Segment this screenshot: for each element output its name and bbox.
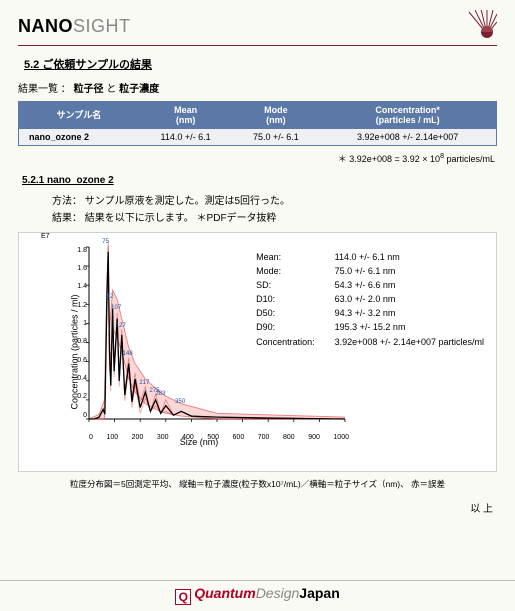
- stat-row: D10:63.0 +/- 2.0 nm: [256, 293, 484, 305]
- th-sample: サンプル名: [19, 102, 139, 129]
- summary-line: 結果一覧 ： 粒子径 と 粒子濃度: [18, 80, 497, 95]
- footer-brand: QQuantumDesignJapan: [175, 585, 340, 601]
- stat-key: D90:: [256, 321, 333, 333]
- x-tick: 100: [106, 434, 118, 441]
- stat-row: D90:195.3 +/- 15.2 nm: [256, 321, 484, 333]
- th-mode: Mode(nm): [232, 102, 319, 129]
- stat-row: Mean:114.0 +/- 6.1 nm: [256, 251, 484, 263]
- table-row: nano_ozone 2 114.0 +/- 6.1 75.0 +/- 6.1 …: [19, 129, 497, 146]
- x-tick: 0: [89, 434, 93, 441]
- cell-sample: nano_ozone 2: [19, 129, 139, 146]
- brand-logo: NANOSIGHT: [18, 16, 131, 37]
- cell-mode: 75.0 +/- 6.1: [232, 129, 319, 146]
- method-line: 方法： サンプル原液を測定した。測定は5回行った。: [52, 192, 497, 207]
- y-tick: 1.8: [73, 247, 87, 254]
- y-tick: 0.6: [73, 357, 87, 364]
- x-tick: 900: [308, 434, 320, 441]
- summary-prefix: 結果一覧 ：: [18, 84, 74, 95]
- section-title: 5.2 ご依頼サンプルの結果: [24, 56, 497, 72]
- x-tick: 300: [157, 434, 169, 441]
- x-tick: 200: [132, 434, 144, 441]
- y-tick: 0.8: [73, 338, 87, 345]
- subsection-title: 5.2.1 nano_ozone 2: [22, 175, 497, 186]
- stat-key: Mode:: [256, 265, 333, 277]
- th-mean: Mean(nm): [139, 102, 233, 129]
- sunburst-icon: [463, 10, 497, 43]
- stats-block: Mean:114.0 +/- 6.1 nmMode:75.0 +/- 6.1 n…: [254, 249, 486, 350]
- summary-mid: と: [104, 84, 120, 95]
- y-tick: 1.2: [73, 302, 87, 309]
- stat-key: Concentration:: [256, 336, 333, 348]
- stat-key: Mean:: [256, 251, 333, 263]
- stat-key: SD:: [256, 279, 333, 291]
- summary-b1: 粒子径: [74, 84, 104, 95]
- stat-val: 114.0 +/- 6.1 nm: [335, 251, 484, 263]
- y-tick: 1: [73, 320, 87, 327]
- y-tick: 1.4: [73, 283, 87, 290]
- stat-key: D10:: [256, 293, 333, 305]
- y-tick: 1.6: [73, 265, 87, 272]
- header: NANOSIGHT: [18, 10, 497, 46]
- stat-key: D50:: [256, 307, 333, 319]
- y-tick: 0.4: [73, 375, 87, 382]
- summary-b2: 粒子濃度: [119, 84, 159, 95]
- brand-part2: SIGHT: [73, 16, 131, 36]
- stat-val: 63.0 +/- 2.0 nm: [335, 293, 484, 305]
- stat-row: Concentration:3.92e+008 +/- 2.14e+007 pa…: [256, 336, 484, 348]
- th-conc: Concentration*(particles / mL): [319, 102, 496, 129]
- stat-val: 3.92e+008 +/- 2.14e+007 particles/ml: [335, 336, 484, 348]
- footer: QQuantumDesignJapan: [0, 580, 515, 611]
- stat-val: 54.3 +/- 6.6 nm: [335, 279, 484, 291]
- closing-text: 以 上: [18, 500, 493, 515]
- chart-caption: 粒度分布図＝5回測定平均、 縦軸＝粒子濃度(粒子数x10⁷/mL)／横軸＝粒子サ…: [18, 478, 497, 490]
- q-logo-icon: Q: [175, 589, 191, 605]
- results-table: サンプル名 Mean(nm) Mode(nm) Concentration*(p…: [18, 101, 497, 146]
- stat-val: 195.3 +/- 15.2 nm: [335, 321, 484, 333]
- x-tick: 800: [283, 434, 295, 441]
- stat-row: D50:94.3 +/- 3.2 nm: [256, 307, 484, 319]
- x-tick: 500: [207, 434, 219, 441]
- y-tick: 0: [73, 412, 87, 419]
- footnote: ＊ 3.92e+008 = 3.92 × 108 particles/mL: [18, 152, 495, 165]
- x-tick: 400: [182, 434, 194, 441]
- stat-row: Mode:75.0 +/- 6.1 nm: [256, 265, 484, 277]
- result-line: 結果： 結果を以下に示します。 ＊PDFデータ抜粋: [52, 209, 497, 224]
- cell-mean: 114.0 +/- 6.1: [139, 129, 233, 146]
- chart-card: E7 Concentration (particles / ml) 1.81.6…: [18, 232, 497, 472]
- stat-row: SD:54.3 +/- 6.6 nm: [256, 279, 484, 291]
- cell-conc: 3.92e+008 +/- 2.14e+007: [319, 129, 496, 146]
- stat-val: 94.3 +/- 3.2 nm: [335, 307, 484, 319]
- brand-part1: NANO: [18, 16, 73, 36]
- x-tick: 600: [233, 434, 245, 441]
- table-header-row: サンプル名 Mean(nm) Mode(nm) Concentration*(p…: [19, 102, 497, 129]
- x-tick: 700: [258, 434, 270, 441]
- x-tick: 1000: [333, 434, 349, 441]
- y-tick: 0.2: [73, 393, 87, 400]
- stat-val: 75.0 +/- 6.1 nm: [335, 265, 484, 277]
